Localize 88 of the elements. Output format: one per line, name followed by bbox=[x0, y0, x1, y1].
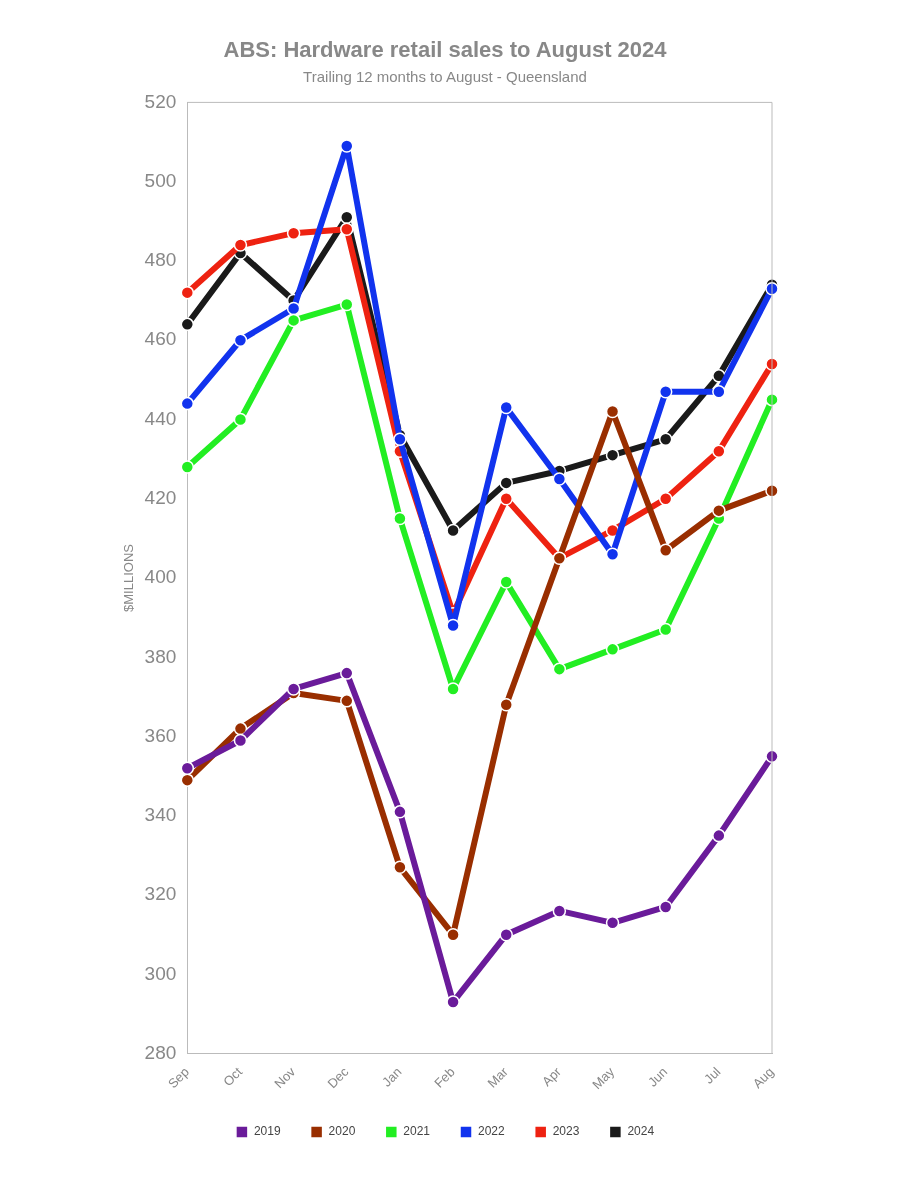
point bbox=[499, 476, 513, 490]
chart-subtitle: Trailing 12 months to August - Queensland bbox=[303, 67, 587, 85]
y-tick-label: 280 bbox=[144, 1041, 177, 1063]
point bbox=[605, 448, 620, 462]
point bbox=[658, 622, 673, 637]
y-tick-label: 380 bbox=[144, 645, 177, 667]
point bbox=[286, 682, 301, 696]
x-tick-label: Jul bbox=[701, 1064, 724, 1087]
point bbox=[393, 860, 407, 875]
point bbox=[499, 575, 513, 589]
point bbox=[446, 523, 460, 538]
y-tick-label: 480 bbox=[144, 249, 177, 271]
point bbox=[233, 412, 248, 427]
point bbox=[286, 301, 301, 316]
point bbox=[393, 432, 407, 447]
legend-label: 2024 bbox=[627, 1124, 655, 1139]
y-tick-label: 360 bbox=[144, 724, 177, 746]
y-tick-label: 400 bbox=[144, 566, 177, 588]
point bbox=[180, 396, 195, 411]
y-axis-title: $MILLIONS bbox=[121, 543, 137, 612]
legend-label: 2021 bbox=[403, 1124, 431, 1139]
y-tick-label: 520 bbox=[144, 90, 177, 112]
point bbox=[446, 995, 460, 1009]
point bbox=[233, 733, 248, 748]
point bbox=[340, 210, 354, 225]
point bbox=[605, 642, 620, 657]
point bbox=[340, 694, 354, 708]
chart-title: ABS: Hardware retail sales to August 2024 bbox=[223, 37, 668, 63]
legend-label: 2022 bbox=[478, 1124, 506, 1139]
point bbox=[180, 317, 195, 332]
point bbox=[712, 503, 726, 518]
point bbox=[712, 444, 726, 458]
point bbox=[499, 698, 513, 712]
x-tick-label: Aug bbox=[749, 1064, 777, 1092]
x-tick-label: Feb bbox=[431, 1064, 458, 1091]
point bbox=[340, 222, 354, 236]
legend-label: 2023 bbox=[552, 1124, 580, 1139]
x-tick-label: Nov bbox=[271, 1063, 299, 1092]
point bbox=[605, 404, 620, 419]
point bbox=[552, 472, 567, 486]
y-tick-label: 460 bbox=[144, 328, 177, 350]
point bbox=[712, 828, 726, 843]
y-tick-label: 320 bbox=[144, 883, 177, 905]
point bbox=[658, 432, 673, 447]
x-tick-label: Apr bbox=[539, 1063, 565, 1090]
x-tick-label: Oct bbox=[220, 1063, 246, 1090]
point bbox=[499, 927, 513, 942]
point bbox=[499, 400, 513, 415]
y-tick-label: 440 bbox=[144, 407, 177, 429]
point bbox=[658, 543, 673, 558]
point bbox=[286, 313, 301, 328]
point bbox=[180, 761, 195, 775]
point bbox=[340, 139, 354, 153]
point bbox=[658, 384, 673, 399]
point bbox=[605, 916, 620, 930]
point bbox=[446, 927, 460, 942]
x-tick-label: Mar bbox=[484, 1063, 512, 1091]
y-tick-label: 300 bbox=[144, 962, 177, 984]
point bbox=[180, 773, 195, 787]
x-tick-label: May bbox=[589, 1063, 618, 1093]
point bbox=[180, 285, 195, 300]
x-tick-label: Dec bbox=[324, 1063, 352, 1092]
point bbox=[340, 297, 354, 312]
point bbox=[180, 460, 195, 474]
point bbox=[499, 491, 513, 506]
x-tick-label: Sep bbox=[164, 1064, 192, 1092]
y-tick-label: 500 bbox=[144, 169, 177, 191]
point bbox=[552, 904, 567, 918]
x-tick-label: Jun bbox=[644, 1064, 671, 1090]
point bbox=[446, 682, 460, 696]
point bbox=[340, 666, 354, 680]
point bbox=[233, 333, 248, 347]
y-tick-label: 340 bbox=[144, 804, 177, 826]
point bbox=[446, 618, 460, 633]
point bbox=[393, 805, 407, 819]
legend-label: 2019 bbox=[253, 1124, 281, 1139]
x-tick-label: Jan bbox=[379, 1064, 405, 1090]
point bbox=[658, 491, 673, 506]
point bbox=[233, 238, 248, 252]
point bbox=[393, 511, 407, 526]
point bbox=[233, 721, 248, 736]
y-tick-label: 420 bbox=[144, 486, 177, 508]
point bbox=[658, 900, 673, 914]
legend-label: 2020 bbox=[328, 1124, 356, 1139]
point bbox=[605, 547, 620, 561]
point bbox=[286, 226, 301, 240]
point bbox=[712, 384, 726, 399]
point bbox=[552, 662, 567, 676]
